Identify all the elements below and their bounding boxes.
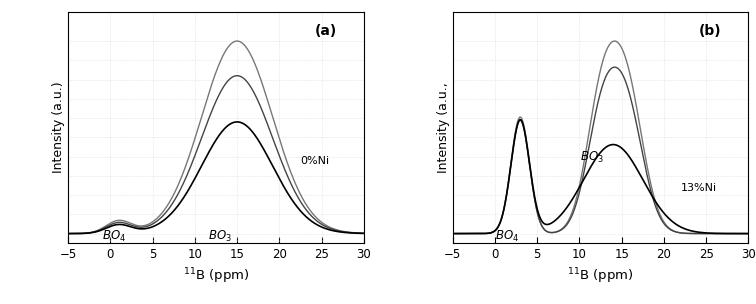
Y-axis label: Intensity (a.u.): Intensity (a.u.): [52, 82, 65, 174]
X-axis label: $^{11}$B (ppm): $^{11}$B (ppm): [567, 267, 634, 286]
Text: BO$_4$: BO$_4$: [102, 229, 126, 244]
Text: BO$_3$: BO$_3$: [580, 149, 604, 164]
Text: (a): (a): [314, 24, 336, 38]
Text: BO$_4$: BO$_4$: [495, 229, 519, 244]
Text: 0%Ni: 0%Ni: [300, 156, 330, 166]
X-axis label: $^{11}$B (ppm): $^{11}$B (ppm): [183, 267, 249, 286]
Y-axis label: Intensity (a.u.,: Intensity (a.u.,: [437, 82, 450, 173]
Text: 13%Ni: 13%Ni: [681, 183, 717, 193]
Text: BO$_3$: BO$_3$: [208, 229, 232, 244]
Text: (b): (b): [699, 24, 721, 38]
